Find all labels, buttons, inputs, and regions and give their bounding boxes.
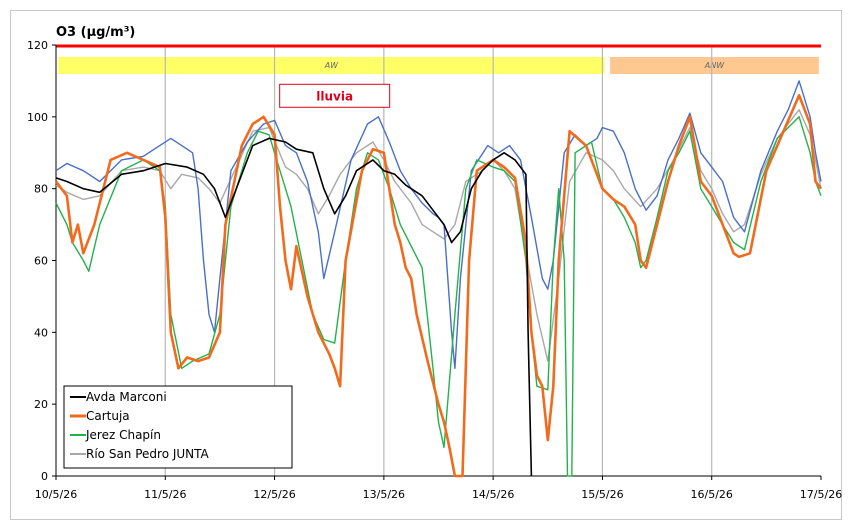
legend-label: Cartuja — [86, 409, 130, 423]
x-tick-label: 17/5/26 — [800, 488, 842, 501]
series-line-jerez-chap-n — [55, 116, 822, 477]
y-tick-label: 40 — [34, 326, 48, 339]
rain-label: lluvia — [316, 89, 353, 103]
x-tick-label: 14/5/26 — [472, 488, 514, 501]
annotation-layer: lluvia — [279, 83, 391, 108]
y-tick-label: 120 — [27, 39, 48, 52]
legend: Avda Marconi Cartuja Jerez Chapín Río San P… — [63, 385, 293, 469]
series-line-cartuja — [54, 94, 823, 478]
legend-label: Jerez Chapín — [85, 428, 161, 442]
legend-box — [63, 385, 293, 469]
x-tick-label: 11/5/26 — [144, 488, 186, 501]
band-label-aw: AW — [324, 61, 339, 70]
x-tick-label: 16/5/26 — [691, 488, 733, 501]
y-tick-label: 20 — [34, 398, 48, 411]
band-aw — [58, 57, 605, 74]
x-tick-label: 13/5/26 — [363, 488, 405, 501]
y-tick-label: 100 — [27, 111, 48, 124]
y-tick-label: 0 — [41, 470, 48, 483]
y-tick-label: 80 — [34, 183, 48, 196]
rain-box — [279, 83, 391, 108]
band-label-anw: ANW — [704, 61, 725, 70]
x-tick-label: 12/5/26 — [253, 488, 295, 501]
series-line-r-o-san-pedro-junta — [55, 109, 822, 362]
series-line-avda-marconi — [55, 137, 533, 477]
axis-layer: 0 20 40 60 80 100 120 10/5/26 11/5/26 12/5/26 13/5… — [27, 39, 842, 501]
series-layer — [54, 80, 823, 478]
legend-label: Río San Pedro JUNTA — [86, 447, 210, 461]
legend-label: Avda Marconi — [86, 390, 167, 404]
y-tick-label: 60 — [34, 255, 48, 268]
x-tick-label: 10/5/26 — [35, 488, 77, 501]
band-anw — [610, 57, 819, 74]
x-tick-label: 15/5/26 — [581, 488, 623, 501]
chart-title: O3 (µg/m³) — [56, 25, 135, 40]
